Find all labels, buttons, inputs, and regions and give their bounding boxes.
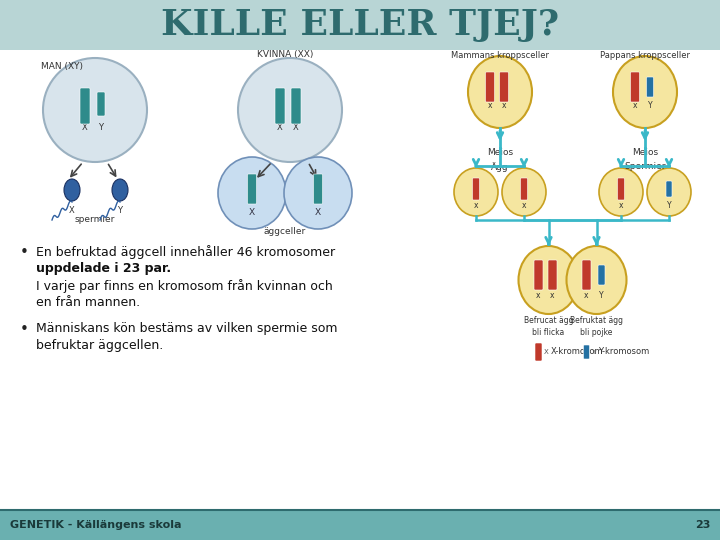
- FancyBboxPatch shape: [0, 510, 720, 540]
- Ellipse shape: [502, 168, 546, 216]
- FancyBboxPatch shape: [548, 260, 557, 290]
- FancyBboxPatch shape: [583, 345, 590, 359]
- Ellipse shape: [468, 56, 532, 128]
- FancyBboxPatch shape: [97, 92, 105, 116]
- FancyBboxPatch shape: [534, 260, 543, 290]
- Text: Y: Y: [599, 291, 604, 300]
- Text: Människans kön bestäms av vilken spermie som: Människans kön bestäms av vilken spermie…: [36, 322, 338, 335]
- Text: Y: Y: [648, 101, 652, 110]
- Ellipse shape: [599, 168, 643, 216]
- FancyBboxPatch shape: [521, 178, 528, 200]
- Text: x: x: [522, 201, 526, 210]
- Text: MAN (XY): MAN (XY): [41, 62, 83, 71]
- Text: GENETIK - Källängens skola: GENETIK - Källängens skola: [10, 520, 181, 530]
- Text: x: x: [618, 201, 624, 210]
- Text: X: X: [544, 349, 548, 355]
- Text: x: x: [487, 101, 492, 110]
- Text: X-kromosom: X-kromosom: [551, 348, 603, 356]
- FancyBboxPatch shape: [248, 174, 256, 204]
- Text: Y: Y: [99, 123, 104, 132]
- Ellipse shape: [112, 179, 128, 201]
- Text: 23: 23: [695, 520, 710, 530]
- Text: Ägg: Ägg: [491, 162, 509, 172]
- Text: Befrucat ägg
bli flicka: Befrucat ägg bli flicka: [523, 316, 573, 337]
- Text: spermier: spermier: [75, 215, 115, 224]
- Text: Y: Y: [117, 206, 122, 215]
- FancyBboxPatch shape: [631, 72, 639, 102]
- Text: x: x: [474, 201, 478, 210]
- Ellipse shape: [284, 157, 352, 229]
- Ellipse shape: [647, 168, 691, 216]
- FancyBboxPatch shape: [275, 88, 285, 124]
- Ellipse shape: [518, 246, 578, 314]
- Text: x: x: [550, 291, 554, 300]
- Text: •: •: [20, 245, 29, 260]
- Text: Y-kromosom: Y-kromosom: [598, 348, 649, 356]
- FancyBboxPatch shape: [472, 178, 480, 200]
- Text: X: X: [69, 206, 75, 215]
- Text: X: X: [293, 123, 299, 132]
- Text: I varje par finns en kromosom från kvinnan och: I varje par finns en kromosom från kvinn…: [36, 279, 333, 293]
- Text: Pappans kroppsceller: Pappans kroppsceller: [600, 51, 690, 60]
- FancyBboxPatch shape: [291, 88, 301, 124]
- Text: äggceller: äggceller: [264, 227, 306, 236]
- Ellipse shape: [238, 58, 342, 162]
- Text: uppdelade i 23 par.: uppdelade i 23 par.: [36, 262, 171, 275]
- Text: X: X: [277, 123, 283, 132]
- FancyBboxPatch shape: [666, 181, 672, 197]
- FancyBboxPatch shape: [618, 178, 624, 200]
- FancyBboxPatch shape: [500, 72, 508, 102]
- Ellipse shape: [43, 58, 147, 162]
- Text: Befruktat ägg
bli pojke: Befruktat ägg bli pojke: [570, 316, 623, 337]
- Text: x: x: [633, 101, 637, 110]
- Text: en från mannen.: en från mannen.: [36, 296, 140, 309]
- Ellipse shape: [218, 157, 286, 229]
- Text: Y: Y: [592, 349, 595, 355]
- FancyBboxPatch shape: [485, 72, 495, 102]
- Ellipse shape: [454, 168, 498, 216]
- Text: x: x: [502, 101, 506, 110]
- FancyBboxPatch shape: [80, 88, 90, 124]
- Text: befruktar äggcellen.: befruktar äggcellen.: [36, 339, 163, 352]
- FancyBboxPatch shape: [0, 50, 720, 510]
- FancyBboxPatch shape: [598, 265, 605, 285]
- FancyBboxPatch shape: [647, 77, 654, 97]
- Ellipse shape: [613, 56, 677, 128]
- Text: En befruktad äggcell innehåller 46 kromosomer: En befruktad äggcell innehåller 46 kromo…: [36, 245, 335, 259]
- Text: Y: Y: [667, 201, 671, 210]
- Text: Spermier: Spermier: [624, 162, 666, 171]
- Text: x: x: [536, 291, 541, 300]
- Text: Mammans kroppsceller: Mammans kroppsceller: [451, 51, 549, 60]
- Ellipse shape: [567, 246, 626, 314]
- Text: KILLE ELLER TJEJ?: KILLE ELLER TJEJ?: [161, 8, 559, 42]
- Text: X: X: [315, 208, 321, 217]
- FancyBboxPatch shape: [582, 260, 591, 290]
- Text: Meios: Meios: [487, 148, 513, 157]
- Text: x: x: [584, 291, 589, 300]
- Text: •: •: [20, 322, 29, 337]
- FancyBboxPatch shape: [535, 343, 542, 361]
- Text: Meios: Meios: [632, 148, 658, 157]
- FancyBboxPatch shape: [0, 0, 720, 50]
- FancyBboxPatch shape: [313, 174, 323, 204]
- Text: KVINNA (XX): KVINNA (XX): [257, 50, 313, 58]
- Ellipse shape: [64, 179, 80, 201]
- Text: X: X: [249, 208, 255, 217]
- Text: X: X: [82, 123, 88, 132]
